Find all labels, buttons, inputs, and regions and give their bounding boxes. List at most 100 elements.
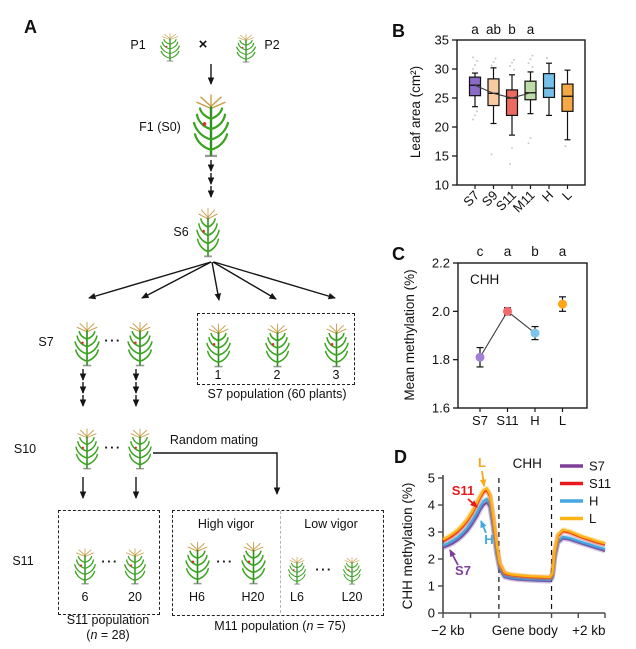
point-S7 bbox=[475, 346, 485, 368]
panel-b-label: B bbox=[392, 21, 405, 41]
ellipsis-low: ··· bbox=[315, 561, 333, 577]
y-tick-label: 35 bbox=[435, 33, 449, 48]
box-body bbox=[505, 89, 519, 116]
outlier-dot bbox=[531, 54, 534, 57]
arrow bbox=[211, 261, 222, 301]
outlier-dot bbox=[472, 68, 474, 70]
plant-number-h20: H20 bbox=[241, 590, 265, 605]
s10-label: S10 bbox=[13, 442, 37, 457]
x-tick-label: H bbox=[530, 413, 539, 428]
outlier-dot bbox=[494, 57, 497, 60]
legend-label: S7 bbox=[589, 459, 605, 474]
outlier-dot bbox=[472, 56, 474, 59]
annotation-label: S7 bbox=[455, 563, 471, 578]
y-tick-label: 5 bbox=[428, 471, 435, 486]
y-tick-label: 25 bbox=[435, 91, 449, 106]
legend-label: S11 bbox=[589, 476, 611, 491]
legend-label: L bbox=[589, 511, 596, 526]
outlier-dot bbox=[472, 118, 474, 121]
plant-number-l6: L6 bbox=[290, 590, 304, 605]
f1-label: F1 (S0) bbox=[139, 120, 181, 135]
sig-letter: a bbox=[471, 22, 479, 37]
sig-letter: a bbox=[527, 22, 535, 37]
y-tick-label: 2 bbox=[428, 552, 435, 567]
y-tick-label: 1.6 bbox=[432, 401, 450, 416]
series-line bbox=[442, 487, 606, 579]
sig-letter: a bbox=[504, 244, 512, 259]
plant-number-l20: L20 bbox=[341, 590, 363, 605]
p2-label: P2 bbox=[264, 38, 280, 53]
ellipsis-s7: ··· bbox=[104, 332, 122, 348]
s6-label: S6 bbox=[173, 225, 189, 240]
annotation-S7: S7 bbox=[449, 549, 471, 578]
chh-profile-plot: 0 1 2 3 4 5 −2 kb Gene body +2 kb CHH methylation… bbox=[400, 455, 611, 638]
ellipsis-s11: ··· bbox=[101, 553, 119, 569]
point-S11 bbox=[503, 306, 512, 316]
breeding-arrows bbox=[79, 64, 336, 499]
random-mating-arrow bbox=[153, 452, 281, 495]
arrow bbox=[212, 261, 277, 300]
outlier-dot bbox=[492, 61, 495, 64]
x-tick-label: −2 kb bbox=[431, 623, 464, 638]
series-L bbox=[441, 485, 606, 580]
plot-frame bbox=[456, 39, 586, 186]
y-tick-label: 3 bbox=[428, 525, 435, 540]
arrow bbox=[88, 261, 212, 300]
annotation-arrow bbox=[479, 470, 487, 487]
arrow bbox=[213, 261, 336, 300]
context-annotation: CHH bbox=[470, 272, 499, 287]
random-mating-label: Random mating bbox=[169, 433, 259, 448]
annotation-arrow bbox=[480, 520, 487, 534]
box-L bbox=[561, 69, 574, 148]
legend-label: H bbox=[589, 494, 598, 509]
outlier-dot bbox=[490, 64, 493, 67]
arrow bbox=[141, 261, 212, 299]
y-tick-label: 10 bbox=[435, 178, 449, 193]
high-vigor-label: High vigor bbox=[197, 517, 255, 532]
box-body bbox=[468, 76, 482, 97]
outlier-dot bbox=[529, 58, 532, 61]
p1-label: P1 bbox=[130, 38, 146, 53]
m11-population-box bbox=[172, 510, 384, 616]
outlier-dot bbox=[529, 137, 532, 140]
outlier-dot bbox=[511, 146, 513, 149]
s11-population-box bbox=[58, 510, 160, 615]
ellipsis-high: ··· bbox=[216, 553, 234, 569]
m11-caption: M11 population (n = 75) bbox=[214, 619, 346, 634]
outlier-dot bbox=[476, 59, 478, 62]
sig-letter: c bbox=[477, 244, 484, 259]
y-tick-label: 4 bbox=[428, 498, 435, 513]
box-body bbox=[487, 78, 500, 107]
s11-caption-line2: (n = 28) bbox=[86, 628, 130, 643]
outlier-dot bbox=[531, 66, 534, 69]
data-point bbox=[503, 306, 512, 316]
outlier-dot bbox=[527, 142, 530, 145]
data-point bbox=[558, 299, 567, 309]
legend-item-H: H bbox=[560, 494, 598, 509]
y-tick-label: 0 bbox=[428, 606, 435, 621]
trend-line bbox=[474, 84, 531, 99]
s7-label: S7 bbox=[38, 335, 54, 350]
series-line bbox=[442, 501, 606, 583]
box-S7 bbox=[468, 56, 482, 121]
s7-box-caption: S7 population (60 plants) bbox=[207, 387, 347, 402]
plant-number-6: 6 bbox=[81, 590, 89, 605]
x-tick-label: L bbox=[559, 188, 575, 204]
outlier-dot bbox=[527, 62, 530, 65]
plot-frame bbox=[457, 262, 588, 409]
legend-item-S11: S11 bbox=[560, 476, 611, 491]
sig-letter: b bbox=[508, 22, 516, 37]
panel-d-label: D bbox=[394, 447, 407, 467]
box-S9 bbox=[487, 57, 500, 156]
y-tick-label: 1 bbox=[428, 579, 435, 594]
x-tick-label: +2 kb bbox=[572, 623, 605, 638]
outlier-dot bbox=[513, 68, 515, 71]
y-tick-label: 20 bbox=[435, 120, 449, 135]
box-body bbox=[561, 83, 574, 112]
series-H bbox=[441, 496, 606, 583]
outlier-dot bbox=[509, 163, 511, 166]
y-axis-title: Mean methylation (%) bbox=[402, 269, 417, 400]
data-point bbox=[475, 352, 485, 362]
